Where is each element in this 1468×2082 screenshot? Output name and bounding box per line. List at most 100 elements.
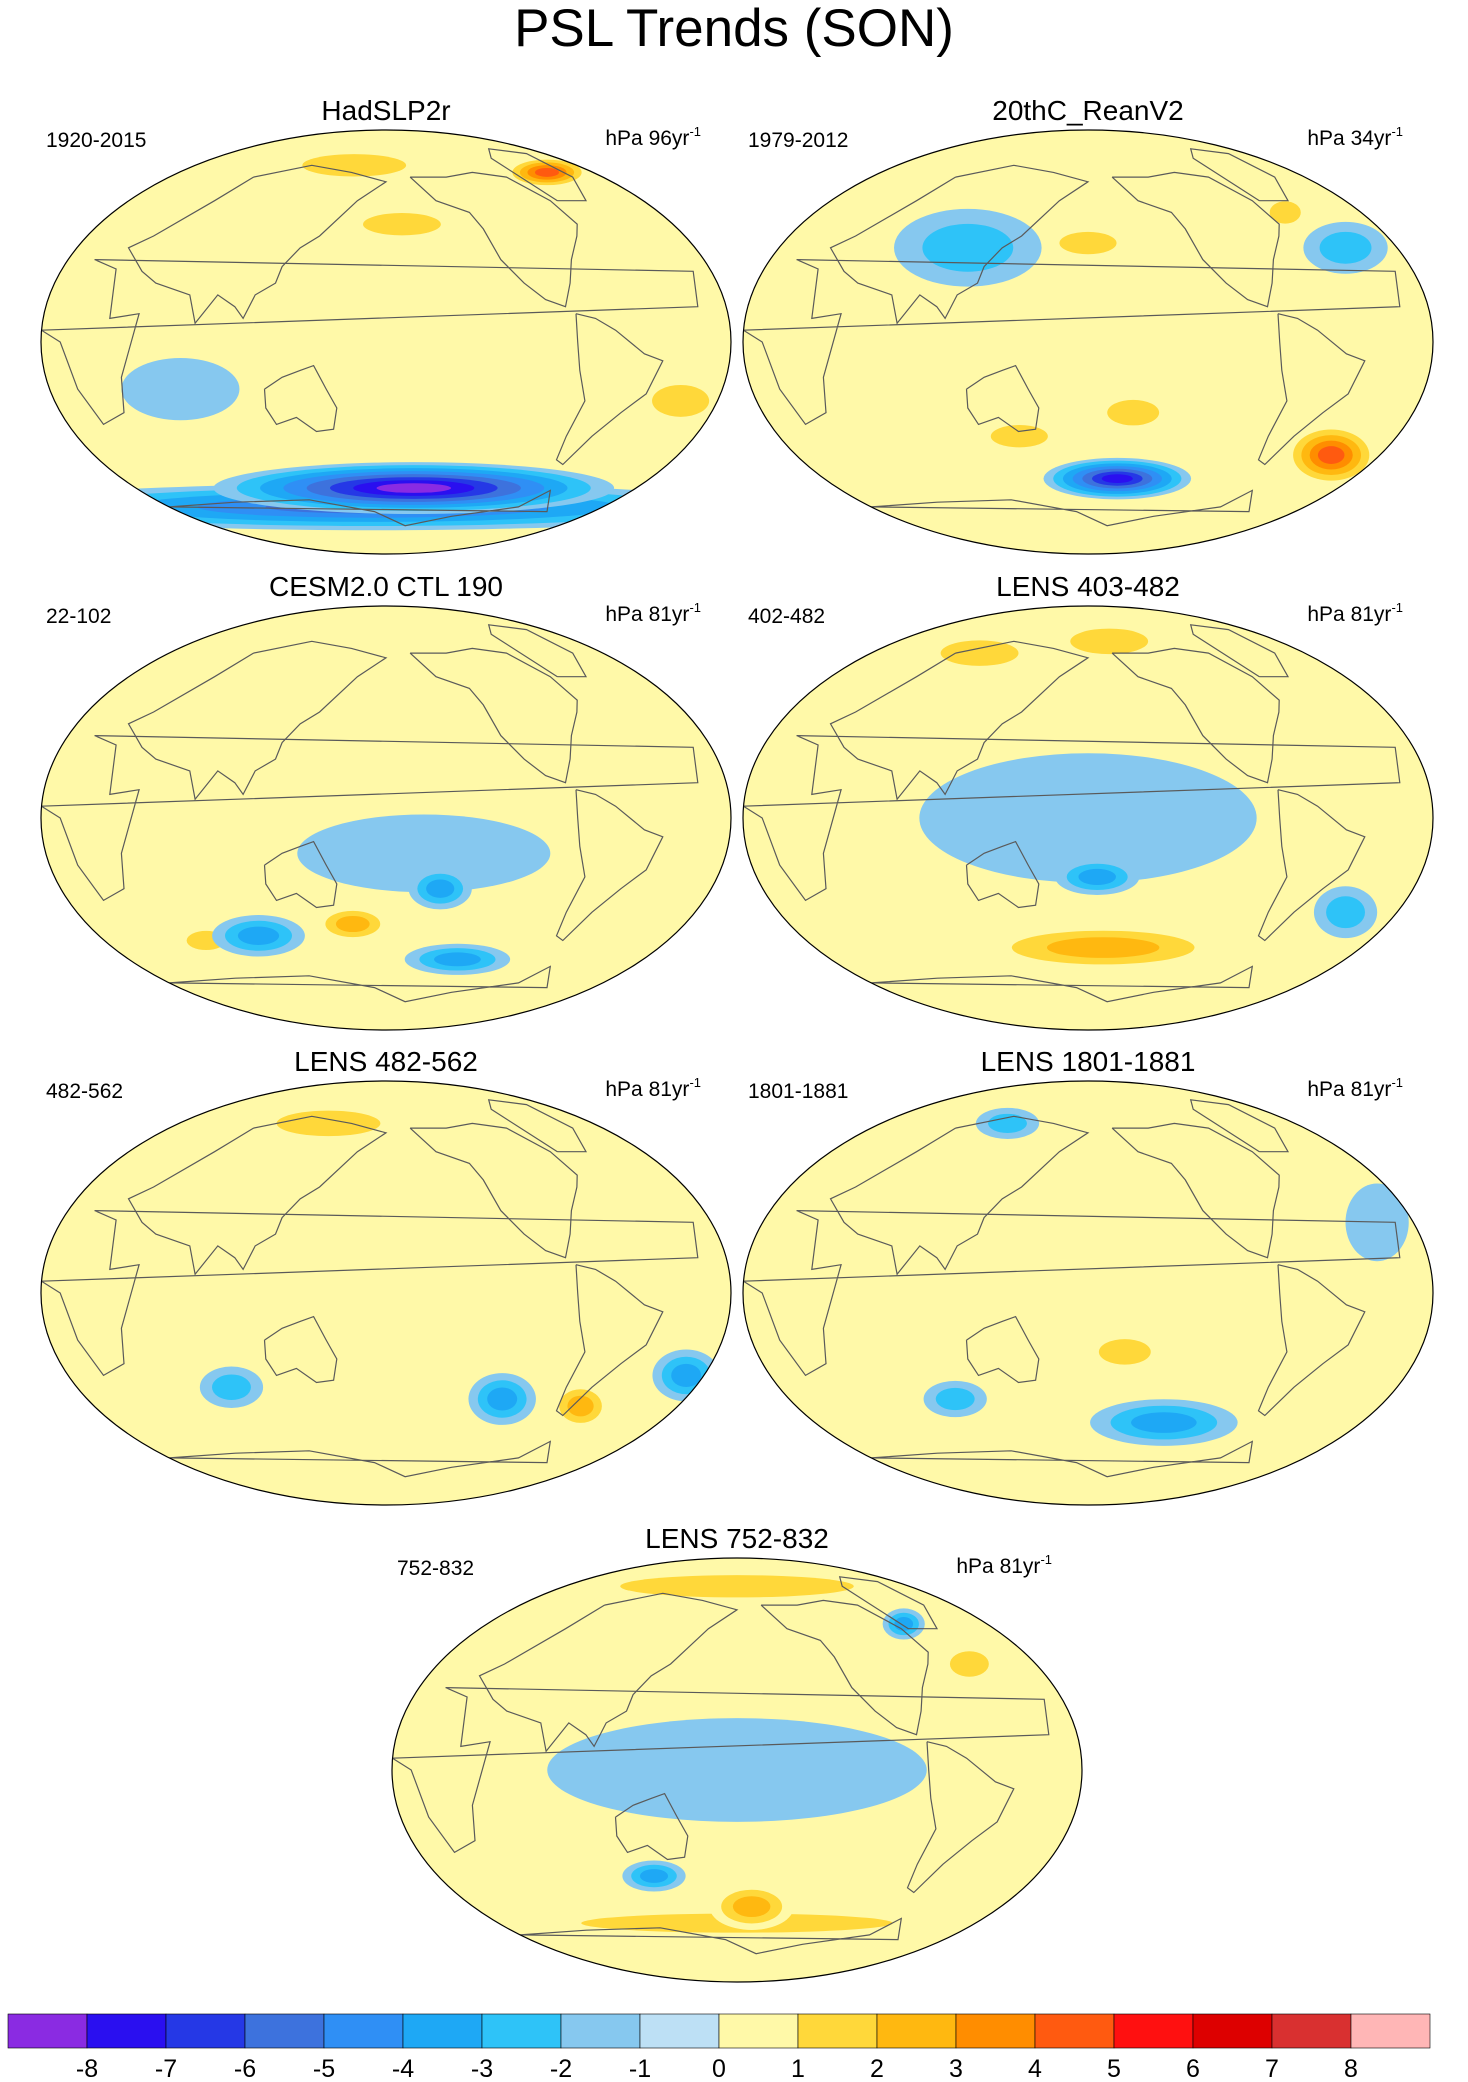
contour-low [237,926,280,945]
map-field [743,130,1433,554]
colorbar-swatch [955,2013,1036,2049]
coastline [127,164,388,325]
coastline [906,1741,1015,1894]
panel-title: LENS 752-832 [645,1523,829,1554]
contour-low [922,223,1014,272]
colorbar-tick-label: 6 [1186,2055,1200,2082]
panel-trend-unit: hPa 81yr-1 [605,600,701,626]
map-field [392,1558,1082,1982]
figure-title: PSL Trends (SON) [514,0,954,58]
contour-low [547,1718,927,1822]
colorbar-swatch [402,2013,483,2049]
panel-title: HadSLP2r [321,95,450,126]
coastline [1257,1264,1366,1417]
panel-period: 482-562 [46,1080,123,1103]
contour-high [1317,446,1345,464]
contour-high [1107,399,1160,426]
coastline [1189,148,1290,202]
map-panels: HadSLP2r 1920-2015 hPa 96yr-1 20thC_ReanV2 1… [40,95,1434,1983]
coastline [1111,647,1280,784]
coastline [871,965,1254,1003]
panel-trend-unit: hPa 34yr-1 [1307,124,1403,150]
coastline [1257,313,1366,466]
trend-exponent: -1 [1391,1075,1403,1090]
panel-trend-unit: hPa 81yr-1 [605,1075,701,1101]
coastline [487,624,588,678]
contour-low [1101,474,1133,483]
contour-low [1319,231,1372,264]
contour-high [652,384,710,417]
colorbar-swatch [639,2013,720,2049]
map-border [40,605,732,1031]
coastline [263,1315,338,1384]
panel-period: 402-482 [748,605,825,628]
coastline [1257,789,1366,942]
panel-title: LENS 1801-1881 [981,1046,1196,1077]
colorbar-swatch [7,2013,88,2049]
contour-low [639,1869,669,1883]
colorbar-tick-label: 8 [1344,2055,1358,2082]
coastline [127,1115,388,1276]
panel-period: 752-832 [397,1557,474,1580]
map-panel: LENS 1801-1881 1801-1881 hPa 81yr-1 [742,1046,1434,1506]
contour-low [297,814,551,893]
colorbar-swatch [244,2013,325,2049]
map-panel: LENS 482-562 482-562 hPa 81yr-1 [40,1046,732,1506]
coastline [829,164,1090,325]
contour-low [671,1363,702,1387]
map-panel: 20thC_ReanV2 1979-2012 hPa 34yr-1 [742,95,1434,555]
coastline [1111,1122,1280,1259]
coastline [392,1687,1050,1854]
map-field [41,1081,731,1505]
contour-high [1059,231,1117,255]
coastline [743,1210,1401,1377]
coastline [169,1440,552,1478]
coastline [965,364,1040,433]
coastline [41,735,699,902]
coastline [829,640,1090,801]
contour-high [732,1896,771,1917]
colorbar-tick-label: -6 [234,2055,256,2082]
coastline [1111,171,1280,308]
coastline [41,259,699,426]
panel-title: LENS 482-562 [294,1046,478,1077]
contour-high [940,640,1019,666]
coastline [614,1792,689,1861]
contour-low [919,753,1257,883]
colorbar-swatch [560,2013,641,2049]
map-panel: LENS 403-482 402-482 hPa 81yr-1 [742,571,1434,1031]
colorbar-tick-label: -8 [76,2055,98,2082]
contour-low [426,879,455,898]
colorbar-tick-label: -1 [629,2055,651,2082]
contour-low [988,1113,1027,1133]
panel-trend-unit: hPa 81yr-1 [1307,600,1403,626]
coastline [1189,1099,1290,1153]
coastline [169,965,552,1003]
colorbar-swatch [1350,2013,1431,2049]
colorbar-tick-label: -4 [392,2055,414,2082]
coastline [127,640,388,801]
trend-exponent: -1 [689,124,701,139]
colorbar-tick-label: -7 [155,2055,177,2082]
coastline [478,1592,739,1753]
panel-period: 22-102 [46,605,111,628]
contour-high [335,915,370,933]
coastline [409,171,578,308]
colorbar-tick-label: -3 [471,2055,493,2082]
coastline [743,259,1401,426]
panel-title: LENS 403-482 [996,571,1180,602]
contour-high [302,154,407,177]
contour-high [990,425,1048,448]
coastline [520,1917,903,1955]
contour-low [121,358,240,421]
map-border [40,129,732,555]
trend-exponent: -1 [1391,124,1403,139]
coastline [409,1122,578,1259]
colorbar-tick-label: 0 [712,2055,726,2082]
panel-period: 1920-2015 [46,129,146,152]
trend-exponent: -1 [689,600,701,615]
contour-low [935,1387,975,1411]
colorbar-boxes [7,2013,1431,2049]
coastline [487,148,588,202]
coastline [555,313,664,466]
